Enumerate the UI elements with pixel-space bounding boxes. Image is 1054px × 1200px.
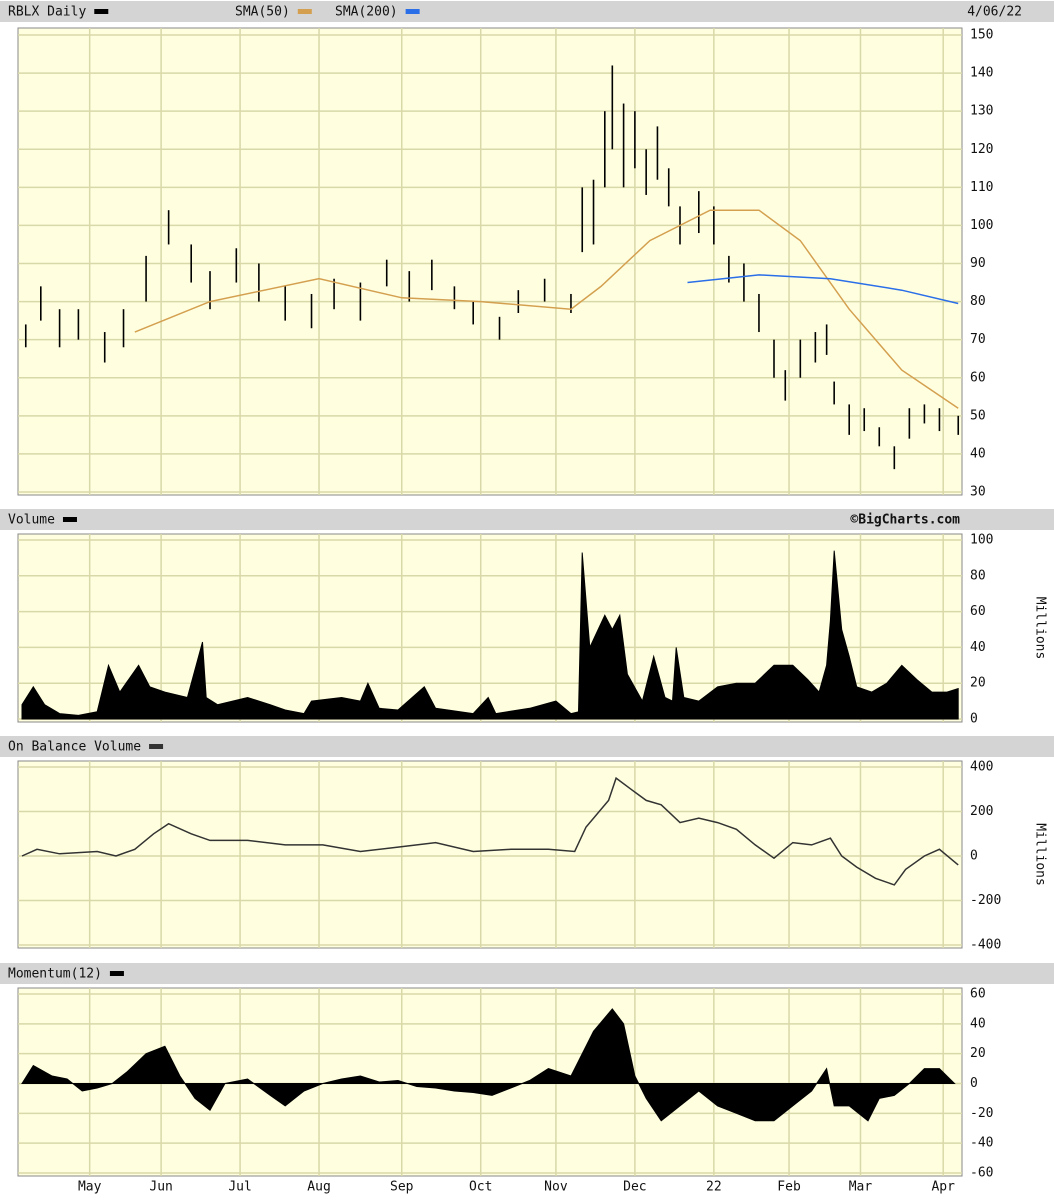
- legend-label: On Balance Volume: [8, 740, 141, 755]
- plot-area: [17, 27, 963, 496]
- y-tick-label: 40: [970, 446, 986, 461]
- legend-label: SMA(200): [335, 5, 398, 20]
- legend-swatch: [405, 9, 420, 14]
- x-tick-label: Aug: [307, 1180, 330, 1195]
- y-tick-label: 80: [970, 568, 986, 583]
- x-tick-label: Jun: [149, 1180, 172, 1195]
- y-tick-label: 90: [970, 256, 986, 271]
- y-tick-label: 60: [970, 370, 986, 385]
- y-tick-label: 100: [970, 533, 993, 548]
- y-tick-label: 60: [970, 604, 986, 619]
- legend-label: RBLX Daily: [8, 5, 86, 20]
- panel-header: [0, 509, 1054, 530]
- y-tick-label: 50: [970, 408, 986, 423]
- x-tick-label: 22: [706, 1180, 722, 1195]
- x-tick-label: May: [78, 1180, 102, 1195]
- y-tick-label: 80: [970, 294, 986, 309]
- y-tick-label: -400: [970, 938, 1001, 953]
- y-tick-label: 140: [970, 66, 993, 81]
- x-tick-label: Dec: [623, 1180, 646, 1195]
- y-tick-label: -200: [970, 893, 1001, 908]
- panel-header: [0, 1, 1054, 22]
- date-label: 4/06/22: [967, 5, 1022, 20]
- y-tick-label: -20: [970, 1106, 993, 1121]
- y-tick-label: 130: [970, 104, 993, 119]
- y-tick-label: 110: [970, 180, 993, 195]
- y-tick-label: 20: [970, 1046, 986, 1061]
- y-tick-label: -60: [970, 1166, 993, 1181]
- y-tick-label: 40: [970, 640, 986, 655]
- x-tick-label: Nov: [544, 1180, 568, 1195]
- legend-swatch: [94, 9, 109, 14]
- y-axis-label: Millions: [1033, 597, 1048, 660]
- legend-swatch: [62, 517, 77, 522]
- y-tick-label: 70: [970, 332, 986, 347]
- y-tick-label: 30: [970, 485, 986, 500]
- panel-header: [0, 963, 1054, 984]
- line: [21, 776, 959, 886]
- y-tick-label: 150: [970, 28, 993, 43]
- y-tick-label: 100: [970, 218, 993, 233]
- area: [21, 1008, 956, 1122]
- panel-header: [0, 736, 1054, 757]
- y-tick-label: 40: [970, 1016, 986, 1031]
- legend-label: Volume: [8, 513, 55, 528]
- legend-label: SMA(50): [235, 5, 290, 20]
- line: [687, 274, 959, 305]
- y-tick-label: 200: [970, 804, 993, 819]
- legend-swatch: [297, 9, 312, 14]
- legend-swatch: [109, 971, 124, 976]
- y-tick-label: -40: [970, 1136, 993, 1151]
- x-tick-label: Apr: [931, 1180, 955, 1195]
- legend-label: Momentum(12): [8, 967, 102, 982]
- y-tick-label: 20: [970, 676, 986, 691]
- x-tick-label: Mar: [849, 1180, 873, 1195]
- x-tick-label: Oct: [469, 1180, 492, 1195]
- line: [134, 209, 959, 409]
- y-tick-label: 60: [970, 987, 986, 1002]
- y-tick-label: 400: [970, 760, 993, 775]
- x-tick-label: Jul: [228, 1180, 251, 1195]
- y-tick-label: 0: [970, 1076, 978, 1091]
- y-tick-label: 0: [970, 849, 978, 864]
- x-tick-label: Sep: [390, 1180, 414, 1195]
- area: [21, 550, 959, 720]
- x-tick-label: Feb: [777, 1180, 801, 1195]
- y-tick-label: 0: [970, 712, 978, 727]
- y-tick-label: 120: [970, 142, 993, 157]
- legend-swatch: [149, 744, 164, 749]
- credit: ©BigCharts.com: [850, 513, 960, 528]
- plot-area: [17, 760, 963, 949]
- y-axis-label: Millions: [1033, 823, 1048, 886]
